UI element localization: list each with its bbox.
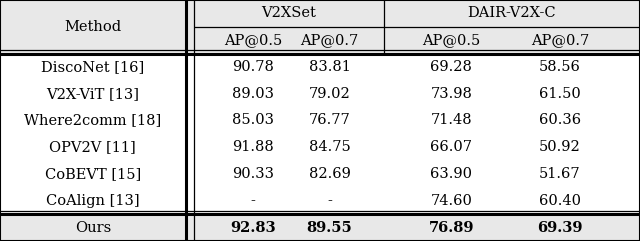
Text: 66.07: 66.07 [430,140,472,154]
Text: 91.88: 91.88 [232,140,274,154]
Text: -: - [327,194,332,208]
Text: 92.83: 92.83 [230,221,276,234]
Text: 74.60: 74.60 [430,194,472,208]
Text: AP@0.5: AP@0.5 [223,33,282,47]
Text: 58.56: 58.56 [539,60,581,74]
Text: 85.03: 85.03 [232,114,274,127]
Text: AP@0.7: AP@0.7 [531,33,589,47]
Text: AP@0.5: AP@0.5 [422,33,481,47]
Bar [0,80,640,107]
Text: 71.48: 71.48 [430,114,472,127]
Bar [0,134,640,161]
Text: V2X-ViT [13]: V2X-ViT [13] [46,87,140,101]
Text: 89.55: 89.55 [307,221,353,234]
Text: AP@0.7: AP@0.7 [300,33,359,47]
Text: 76.77: 76.77 [308,114,351,127]
Text: 79.02: 79.02 [308,87,351,101]
Text: 60.40: 60.40 [539,194,581,208]
Text: Ours: Ours [75,221,111,234]
Bar [0,54,640,80]
Text: -: - [250,194,255,208]
Text: CoBEVT [15]: CoBEVT [15] [45,167,141,181]
Text: V2XSet: V2XSet [262,7,316,20]
Bar [0,107,640,134]
Text: 51.67: 51.67 [539,167,581,181]
Text: 76.89: 76.89 [428,221,474,234]
Text: Method: Method [64,20,122,34]
Bar [0,0,640,54]
Text: OPV2V [11]: OPV2V [11] [49,140,136,154]
Text: 82.69: 82.69 [308,167,351,181]
Text: 50.92: 50.92 [539,140,581,154]
Bar [0,161,640,187]
Text: 60.36: 60.36 [539,114,581,127]
Text: 69.28: 69.28 [430,60,472,74]
Text: Where2comm [18]: Where2comm [18] [24,114,161,127]
Text: 83.81: 83.81 [308,60,351,74]
Text: 90.78: 90.78 [232,60,274,74]
Text: 69.39: 69.39 [537,221,583,234]
Text: DAIR-V2X-C: DAIR-V2X-C [468,7,556,20]
Text: DiscoNet [16]: DiscoNet [16] [41,60,145,74]
Text: 90.33: 90.33 [232,167,274,181]
Text: 89.03: 89.03 [232,87,274,101]
Bar [0,187,640,214]
Text: 63.90: 63.90 [430,167,472,181]
Text: 61.50: 61.50 [539,87,581,101]
Text: 73.98: 73.98 [430,87,472,101]
Text: CoAlign [13]: CoAlign [13] [46,194,140,208]
Text: 84.75: 84.75 [308,140,351,154]
Bar [0,214,640,241]
